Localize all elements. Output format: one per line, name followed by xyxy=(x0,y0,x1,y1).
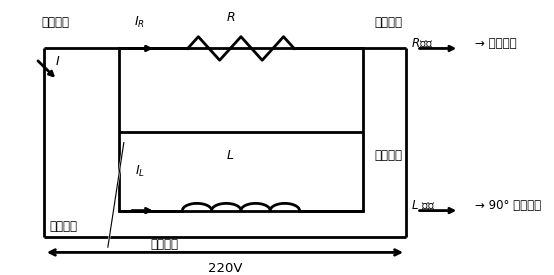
Text: 무효전력: 무효전력 xyxy=(374,149,402,162)
Text: $R$전류: $R$전류 xyxy=(411,37,433,50)
Text: → 동상전류: → 동상전류 xyxy=(475,37,517,50)
Text: 전원전류: 전원전류 xyxy=(42,16,69,29)
Text: $I_R$: $I_R$ xyxy=(134,15,145,30)
Text: $L$ 전류: $L$ 전류 xyxy=(411,199,435,212)
Text: 유효전력: 유효전력 xyxy=(374,16,402,29)
Text: 전원전압: 전원전압 xyxy=(151,238,178,251)
Text: $L$: $L$ xyxy=(226,149,234,162)
Text: $R$: $R$ xyxy=(225,10,235,24)
Text: $I$: $I$ xyxy=(55,55,60,68)
Text: 220V: 220V xyxy=(208,262,242,275)
Text: → 90° 뒤진전류: → 90° 뒤진전류 xyxy=(475,199,541,212)
Text: 피상전력: 피상전력 xyxy=(49,220,78,233)
Text: $I_L$: $I_L$ xyxy=(135,164,145,179)
